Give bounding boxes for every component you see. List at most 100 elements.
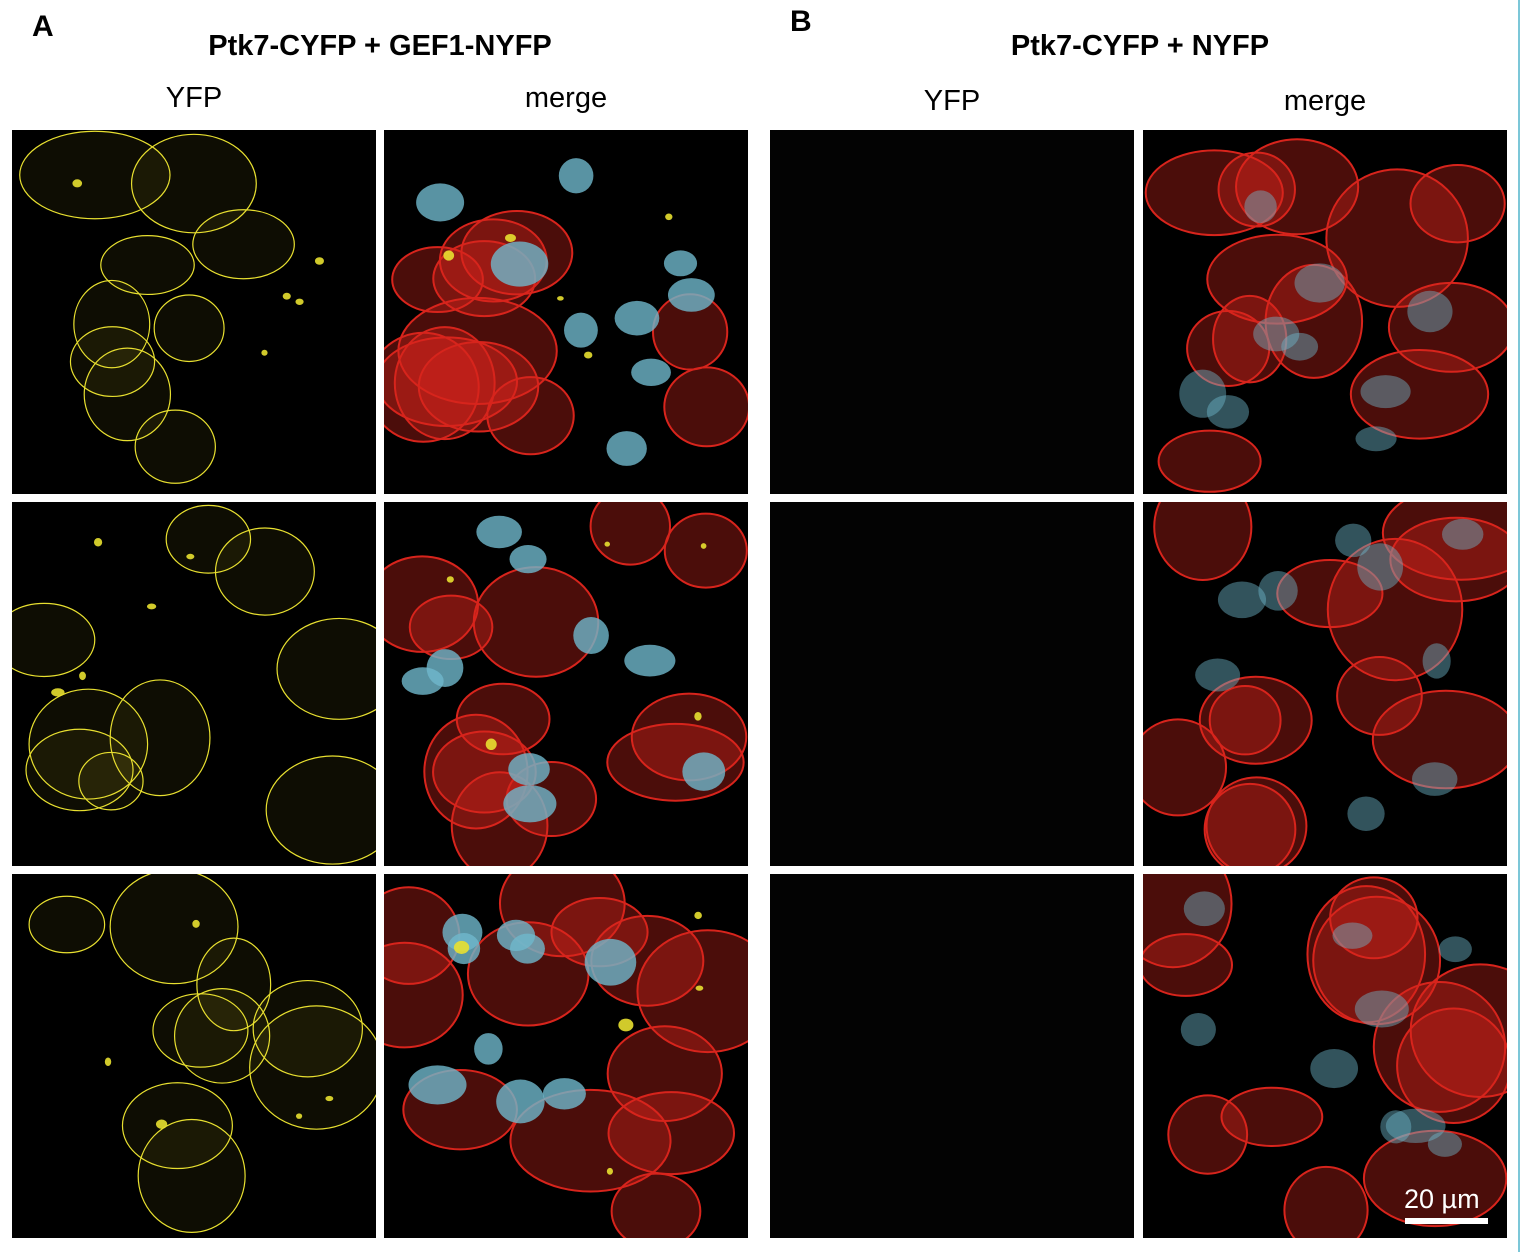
b-merge-image-row3: 20 µm <box>1143 874 1507 1238</box>
cell-shape <box>1411 762 1458 796</box>
panel-b-letter: B <box>790 5 812 38</box>
cell-shape <box>165 504 252 574</box>
cell-shape <box>606 1025 723 1123</box>
cell-shape <box>1217 581 1267 619</box>
cell-shape <box>1198 675 1313 765</box>
cell-shape <box>384 336 519 427</box>
cell-shape <box>261 349 268 356</box>
cell-shape <box>104 1057 112 1067</box>
panel-a-merge-header: merge <box>524 82 608 114</box>
cell-shape <box>558 158 594 194</box>
a-merge-image-row1 <box>384 130 748 494</box>
cell-shape <box>401 667 444 695</box>
cell-shape <box>584 938 637 986</box>
cell-shape <box>589 502 672 566</box>
cell-shape <box>1306 885 1427 1024</box>
cell-shape <box>583 351 593 359</box>
cell-shape <box>1195 658 1241 692</box>
cell-shape <box>557 296 564 301</box>
cell-shape <box>314 257 324 265</box>
cell-shape <box>504 233 517 242</box>
cell-shape <box>606 431 647 466</box>
cell-shape <box>282 292 291 300</box>
cell-shape <box>1220 1086 1324 1147</box>
cell-shape <box>1179 369 1227 418</box>
cell-shape <box>1183 891 1225 927</box>
scale-bar <box>1405 1218 1488 1224</box>
cell-shape <box>155 1119 168 1129</box>
cell-shape <box>1203 782 1297 866</box>
cell-shape <box>130 133 257 234</box>
cell-shape <box>1167 1094 1249 1175</box>
cell-shape <box>252 979 364 1078</box>
panel-b-merge-header: merge <box>1283 85 1367 117</box>
cell-shape <box>416 183 465 222</box>
cell-shape <box>408 1065 467 1105</box>
cell-shape <box>665 213 673 221</box>
cell-shape <box>1427 1131 1462 1157</box>
cell-shape <box>1354 990 1409 1028</box>
cell-shape <box>1407 290 1453 333</box>
cell-shape <box>214 527 315 616</box>
cell-shape <box>1336 656 1423 736</box>
cell-shape <box>542 1078 586 1110</box>
cell-shape <box>1335 523 1372 558</box>
cell-shape <box>1258 570 1298 611</box>
cell-shape <box>1206 233 1348 325</box>
cell-shape <box>249 1005 376 1130</box>
panel-b-yfp-header: YFP <box>923 85 981 117</box>
cell-shape <box>1143 718 1228 817</box>
cell-shape <box>1144 149 1284 237</box>
cell-shape <box>1441 518 1484 550</box>
cell-shape <box>663 366 748 448</box>
cell-shape <box>1276 558 1384 629</box>
cell-shape <box>700 543 707 549</box>
cell-shape <box>134 409 216 484</box>
cell-shape <box>624 644 676 677</box>
cell-shape <box>152 993 249 1068</box>
cell-shape <box>1332 922 1373 949</box>
cell-shape <box>146 603 157 610</box>
b-yfp-image-row1 <box>770 130 1134 494</box>
cell-shape <box>78 751 144 811</box>
cell-shape <box>1208 685 1282 756</box>
cell-shape <box>453 940 470 954</box>
b-yfp-image-row3 <box>770 874 1134 1238</box>
cell-shape <box>1357 543 1404 591</box>
a-yfp-image-row3 <box>12 874 376 1238</box>
figure-border-line <box>1518 0 1520 1252</box>
b-merge-image-row2 <box>1143 502 1507 866</box>
a-yfp-image-row2 <box>12 502 376 866</box>
cell-shape <box>1347 796 1385 831</box>
cell-shape <box>604 541 610 547</box>
cell-shape <box>25 728 134 812</box>
cell-shape <box>1283 1165 1369 1238</box>
cell-shape <box>1360 375 1411 409</box>
cell-shape <box>72 179 83 188</box>
cell-shape <box>485 738 497 751</box>
cell-shape <box>1310 1048 1359 1089</box>
cell-shape <box>1253 316 1300 352</box>
cell-shape <box>486 376 575 456</box>
cell-shape <box>28 895 106 954</box>
cell-shape <box>508 753 550 786</box>
b-merge-image-row1 <box>1143 130 1507 494</box>
cell-shape <box>631 358 671 387</box>
cell-shape <box>192 919 200 928</box>
cell-shape <box>694 911 702 920</box>
panel-b-title: Ptk7-CYFP + NYFP <box>1010 30 1270 62</box>
cell-shape <box>153 294 225 363</box>
cell-shape <box>1180 1013 1216 1047</box>
cell-shape <box>1385 1108 1446 1144</box>
cell-shape <box>636 929 748 1054</box>
cell-shape <box>1264 263 1364 379</box>
cell-shape <box>1244 190 1277 224</box>
a-merge-image-row2 <box>384 502 748 866</box>
cell-shape <box>474 1033 503 1065</box>
cell-shape <box>109 874 239 985</box>
cell-shape <box>73 279 151 369</box>
cell-shape <box>490 241 549 287</box>
cell-shape <box>1325 168 1469 308</box>
cell-shape <box>276 617 376 720</box>
cell-shape <box>509 544 547 574</box>
